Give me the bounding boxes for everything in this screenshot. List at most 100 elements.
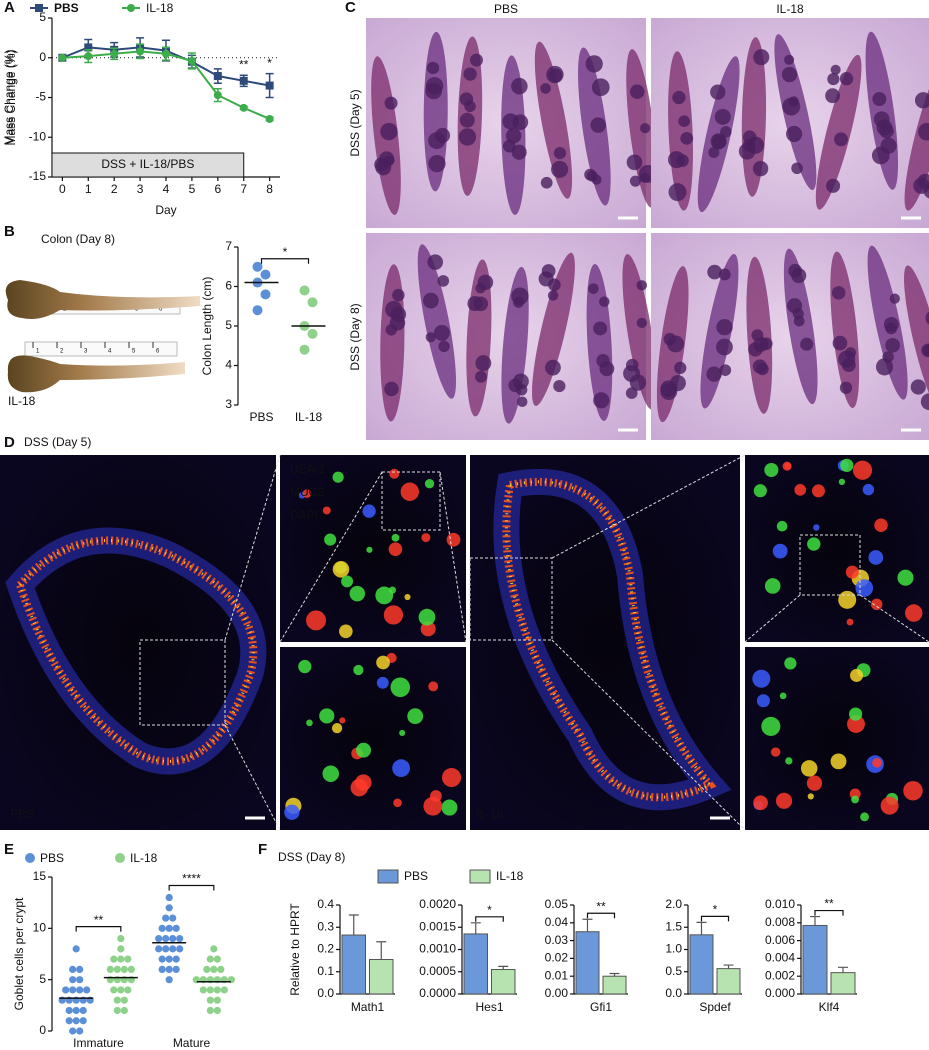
ruler-label: 4	[108, 349, 112, 355]
point	[213, 986, 221, 994]
zoom-line	[551, 639, 746, 831]
cell	[838, 478, 846, 486]
goblet-cell	[511, 77, 528, 95]
goblet-cell	[716, 338, 733, 356]
point	[172, 965, 180, 974]
goblet-cell	[791, 268, 807, 284]
cell	[324, 533, 337, 546]
cell	[339, 624, 353, 639]
goblet-cell	[590, 117, 606, 133]
point	[155, 935, 163, 943]
cell	[812, 484, 825, 498]
y-tick-label: 0.03	[545, 933, 569, 947]
significance-bracket	[260, 258, 310, 264]
cell	[375, 586, 394, 605]
goblet-cell	[425, 332, 436, 343]
point	[117, 955, 125, 963]
crypt	[783, 248, 818, 405]
goblet-cell	[459, 92, 474, 106]
cell	[775, 792, 793, 809]
goblet-cell	[672, 90, 686, 105]
legend-marker	[115, 853, 125, 863]
point	[176, 945, 184, 953]
y-axis-label: Mass Change (%)	[2, 49, 16, 145]
cell	[845, 565, 859, 579]
x-tick-label: 4	[163, 182, 170, 196]
goblet-cell	[885, 338, 900, 353]
cell	[423, 796, 443, 816]
goblet-cell	[540, 176, 553, 189]
goblet-cell	[753, 336, 769, 352]
fluorescence-image	[745, 647, 929, 830]
point	[165, 955, 173, 963]
panel-label: C	[345, 0, 356, 16]
fluorescence-image	[280, 647, 466, 830]
x-tick-label: PBS	[249, 410, 273, 424]
fluorescence-image	[0, 455, 276, 830]
column-label: PBS	[494, 2, 518, 16]
colon-photo	[7, 355, 186, 393]
point	[213, 955, 221, 963]
cell	[376, 655, 390, 670]
point	[172, 955, 180, 963]
zoom-line	[439, 471, 467, 643]
significance-label: **	[94, 913, 104, 927]
y-tick-label: 0.0	[665, 986, 682, 1000]
cell	[393, 798, 402, 808]
point	[260, 269, 271, 280]
y-tick-label: 0.3	[317, 919, 334, 933]
goblet-cell	[540, 83, 551, 94]
goblet-cell	[668, 183, 687, 202]
cell	[441, 799, 458, 816]
x-axis-label: Gfi1	[590, 1000, 612, 1014]
point	[165, 965, 173, 974]
point	[76, 965, 84, 974]
treatment-box	[51, 152, 245, 178]
goblet-cell	[784, 54, 795, 65]
goblet-cell	[423, 292, 439, 309]
point	[213, 1006, 221, 1015]
column-label: IL-18	[776, 2, 804, 16]
cell	[306, 610, 327, 631]
goblet-cell	[625, 387, 638, 399]
cell	[383, 605, 404, 625]
cell	[862, 483, 875, 496]
point	[110, 955, 118, 963]
cell	[855, 579, 874, 597]
legend-marker	[35, 4, 43, 12]
cell	[391, 533, 400, 542]
y-tick-label: -5	[35, 90, 46, 104]
point	[162, 935, 170, 943]
point	[239, 76, 248, 85]
cell	[376, 676, 389, 689]
point	[158, 965, 166, 974]
y-tick-label: 1.5	[665, 919, 682, 933]
point	[252, 305, 263, 316]
point	[62, 986, 70, 994]
cell	[830, 753, 847, 770]
goblet-cell	[830, 64, 841, 75]
goblet-cell	[547, 290, 559, 301]
legend-marker	[25, 853, 35, 863]
goblet-cell	[708, 146, 720, 159]
cell	[752, 669, 771, 688]
significance-bracket	[75, 926, 122, 932]
photo-label: IL-18	[8, 394, 36, 408]
point	[165, 904, 173, 912]
cell	[753, 795, 768, 811]
legend-marker	[127, 4, 135, 12]
point	[210, 945, 218, 953]
cell	[776, 520, 788, 532]
legend-label: IL-18	[496, 869, 524, 883]
point	[217, 965, 225, 974]
point	[165, 924, 173, 932]
goblet-cell	[505, 128, 522, 144]
x-tick-label: 0	[59, 182, 66, 196]
goblet-cell	[502, 113, 519, 130]
x-tick-label: 8	[266, 182, 273, 196]
legend-swatch	[469, 869, 491, 884]
cell	[871, 598, 883, 611]
cell	[784, 657, 797, 670]
